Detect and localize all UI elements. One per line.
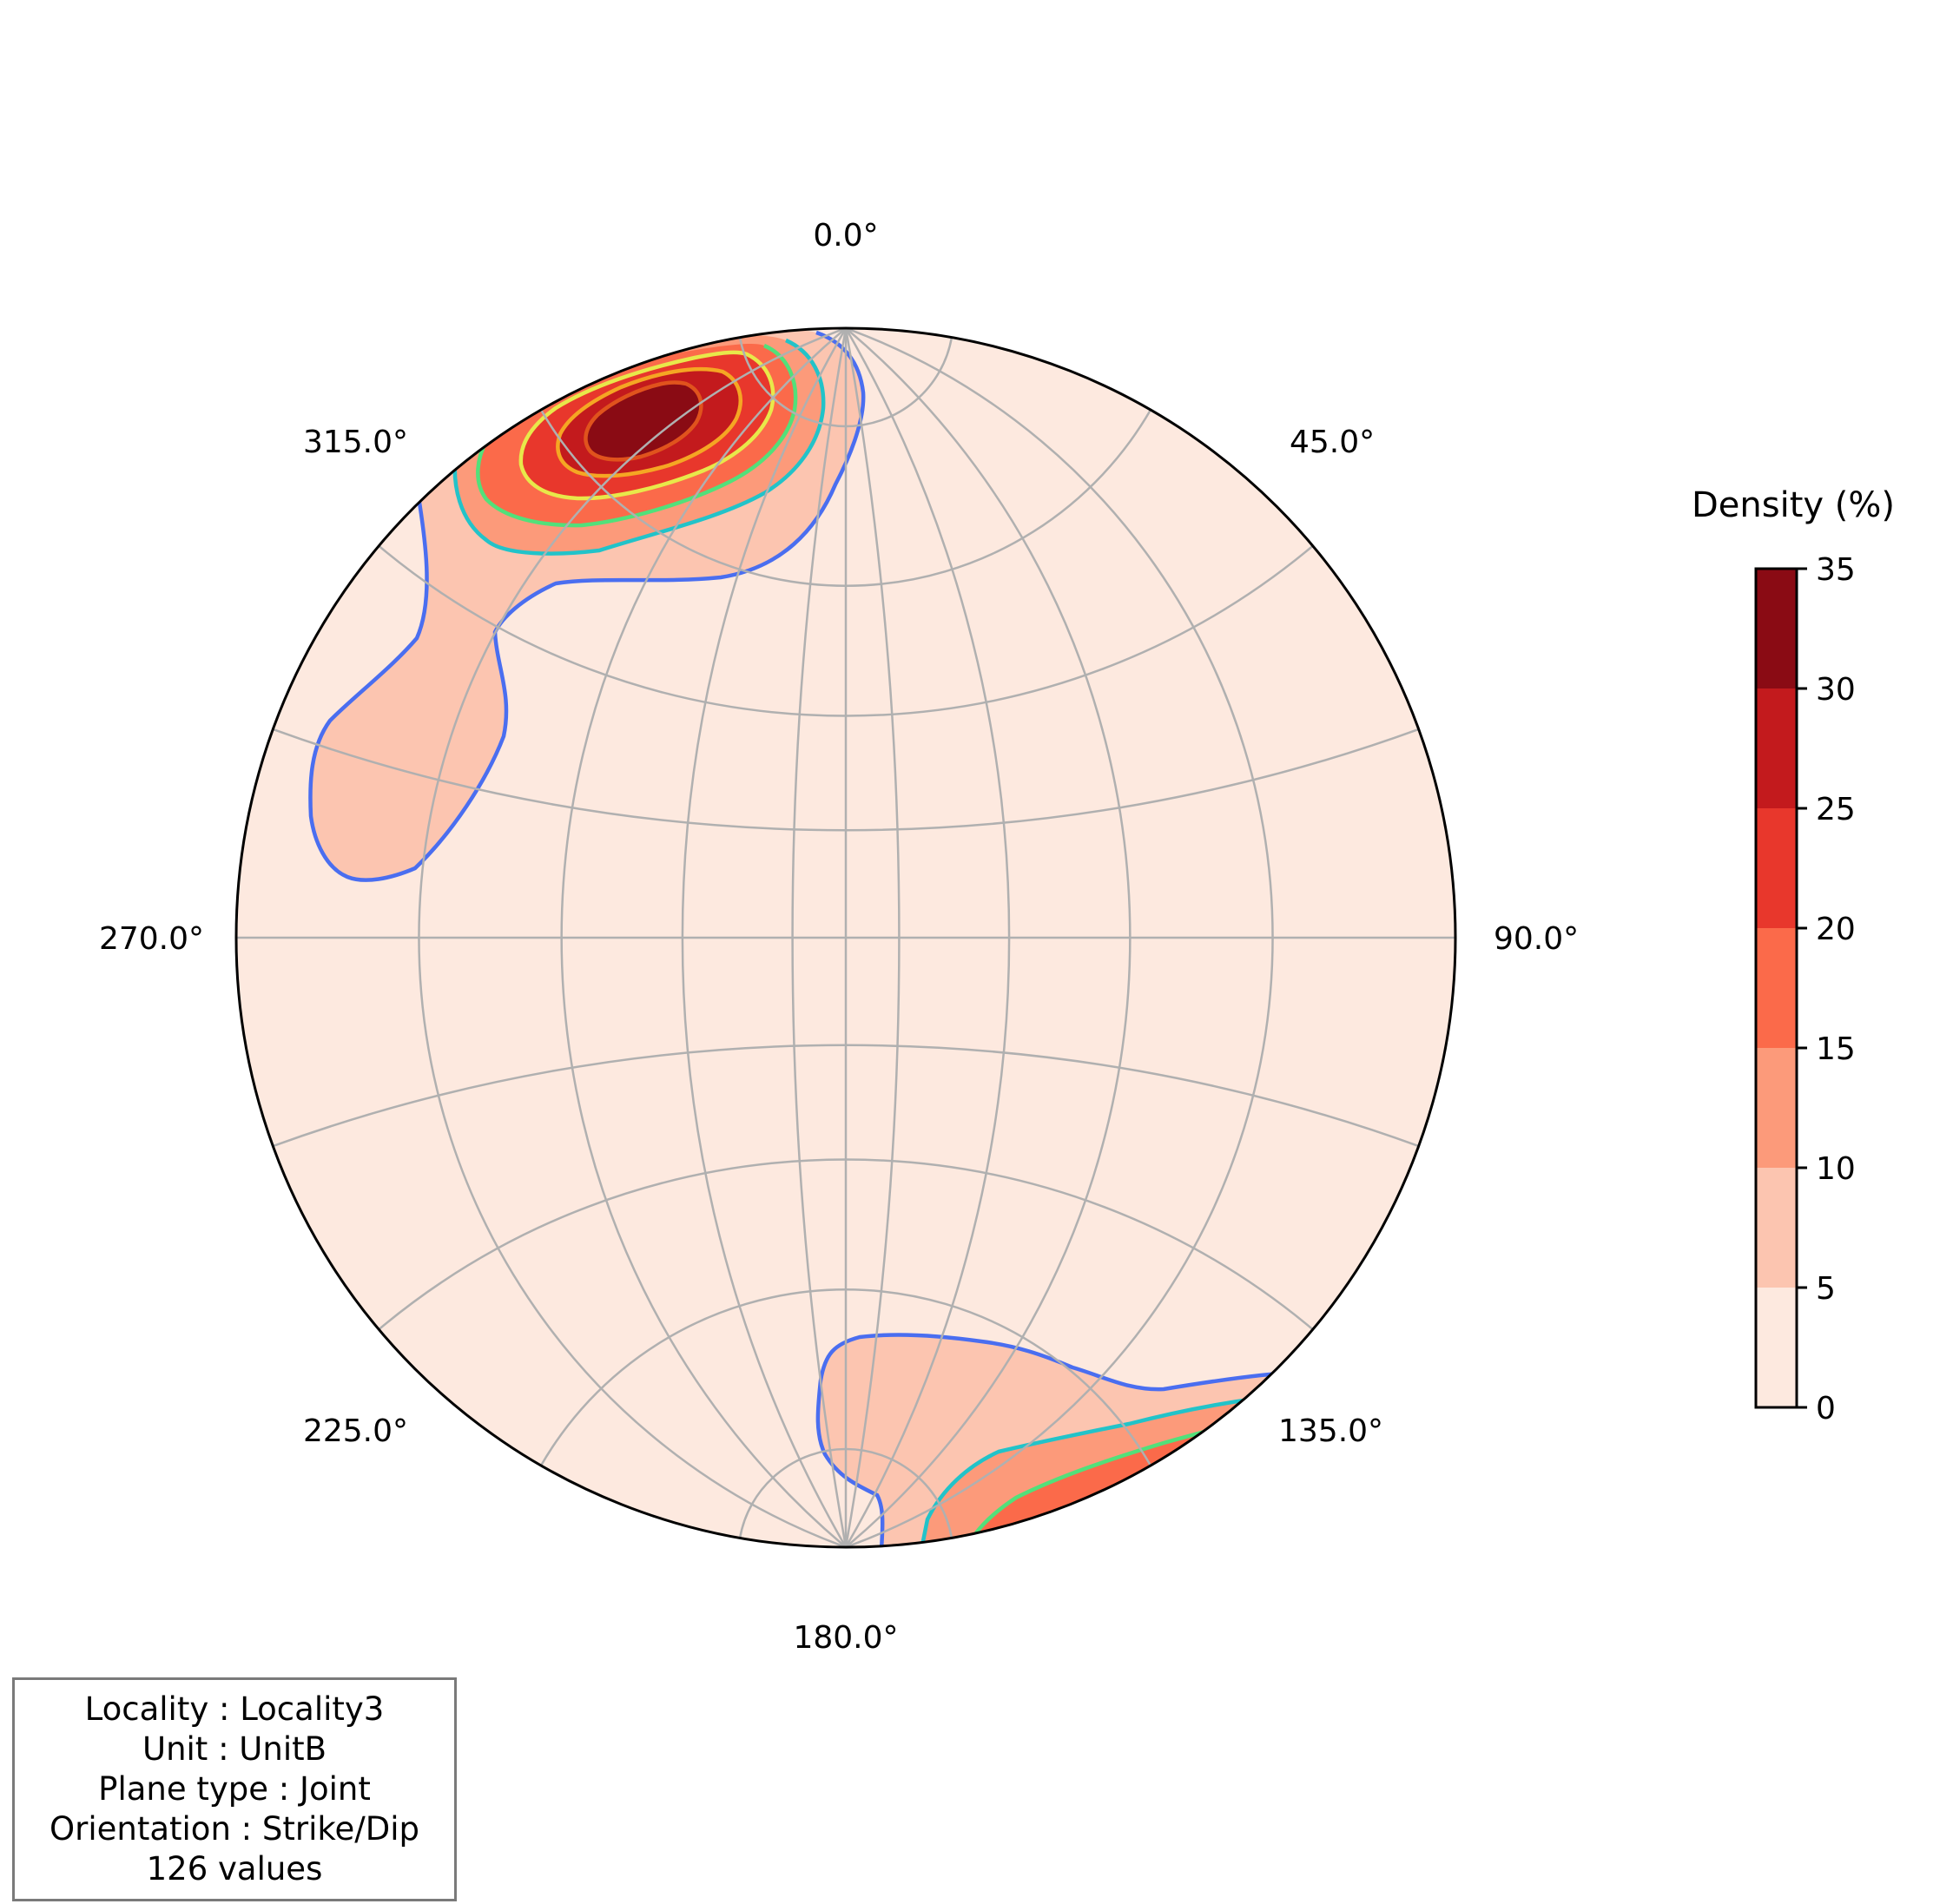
grid-great-circle xyxy=(560,328,847,1547)
nw-contour-20 xyxy=(518,350,775,501)
azimuth-label-90: 90.0° xyxy=(1494,921,1579,957)
colorbar-band xyxy=(1756,928,1797,1048)
stereonet-grid xyxy=(236,328,1455,1547)
colorbar: Density (%) 0 5 10 15 20 25 30 35 xyxy=(1692,485,1895,1426)
colorbar-band xyxy=(1756,569,1797,688)
grid-small-circle xyxy=(738,337,953,428)
grid-great-circle xyxy=(681,328,848,1547)
colorbar-band xyxy=(1756,1168,1797,1288)
se-contour-10 xyxy=(918,1391,1303,1547)
grid-small-circle xyxy=(539,1288,1152,1466)
info-orientation: Orientation : Strike/Dip xyxy=(49,1810,419,1848)
grid-great-circle xyxy=(845,328,1132,1547)
info-locality: Locality : Locality3 xyxy=(84,1690,385,1728)
grid-great-circle xyxy=(844,328,1011,1547)
nw-contour-10 xyxy=(452,338,826,556)
info-count: 126 values xyxy=(146,1850,323,1888)
grid-small-circle xyxy=(378,544,1314,717)
azimuth-labels: 0.0° 45.0° 90.0° 135.0° 180.0° 225.0° 27… xyxy=(99,218,1579,1656)
grid-small-circle xyxy=(272,728,1420,832)
nw-contour-15 xyxy=(476,343,798,528)
azimuth-label-270: 270.0° xyxy=(99,921,204,957)
grid-great-circle xyxy=(845,328,1274,1547)
azimuth-label-225: 225.0° xyxy=(303,1413,408,1449)
stereonet: 0.0° 45.0° 90.0° 135.0° 180.0° 225.0° 27… xyxy=(99,218,1579,1656)
colorbar-tick-label: 35 xyxy=(1816,552,1856,588)
grid-small-circle xyxy=(539,409,1152,587)
colorbar-title: Density (%) xyxy=(1692,485,1895,525)
colorbar-tick-label: 20 xyxy=(1816,912,1856,947)
primitive-circle xyxy=(234,326,1457,1549)
grid-great-circle xyxy=(418,328,847,1547)
nw-contour-5 xyxy=(308,330,866,882)
grid-great-circle xyxy=(791,328,848,1547)
colorbar-tick-label: 10 xyxy=(1816,1151,1856,1187)
info-unit: Unit : UnitB xyxy=(142,1730,327,1768)
colorbar-ticks: 0 5 10 15 20 25 30 35 xyxy=(1797,552,1856,1426)
colorbar-tick-label: 30 xyxy=(1816,672,1856,708)
azimuth-label-315: 315.0° xyxy=(303,425,408,460)
colorbar-bands xyxy=(1756,569,1797,1407)
info-plane-type: Plane type : Joint xyxy=(98,1770,371,1808)
nw-contour-30 xyxy=(584,380,703,462)
azimuth-label-0: 0.0° xyxy=(813,218,878,254)
colorbar-band xyxy=(1756,1048,1797,1168)
azimuth-label-135: 135.0° xyxy=(1278,1413,1383,1449)
nw-fill-level-6 xyxy=(585,382,702,460)
grid-small-circle xyxy=(272,1044,1420,1148)
nw-contour-25 xyxy=(556,366,742,478)
nw-contour-lines xyxy=(308,330,866,882)
colorbar-band xyxy=(1756,808,1797,928)
colorbar-band xyxy=(1756,1288,1797,1407)
colorbar-tick-label: 5 xyxy=(1816,1271,1836,1307)
grid-great-circle xyxy=(844,328,901,1547)
colorbar-frame xyxy=(1754,567,1798,1409)
colorbar-tick-label: 15 xyxy=(1816,1031,1856,1067)
grid-small-circle xyxy=(378,1158,1314,1331)
colorbar-band xyxy=(1756,688,1797,808)
colorbar-tick-label: 25 xyxy=(1816,792,1856,827)
azimuth-label-180: 180.0° xyxy=(793,1620,898,1656)
info-box: Locality : Locality3 Unit : UnitB Plane … xyxy=(12,1677,457,1901)
grid-small-circle xyxy=(738,1447,953,1538)
azimuth-label-45: 45.0° xyxy=(1290,425,1375,460)
colorbar-tick-label: 0 xyxy=(1816,1391,1836,1426)
